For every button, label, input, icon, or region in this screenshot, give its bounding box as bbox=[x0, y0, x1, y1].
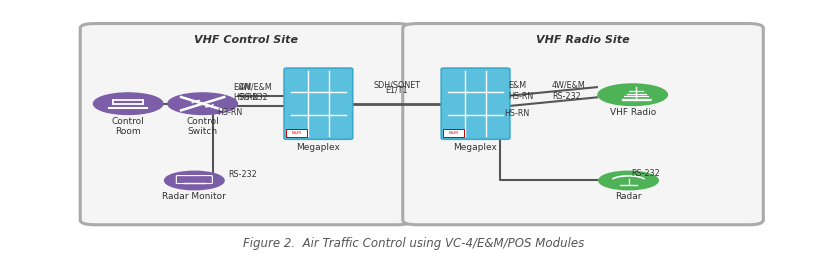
Circle shape bbox=[598, 84, 667, 105]
FancyBboxPatch shape bbox=[80, 24, 412, 225]
Text: RS-232: RS-232 bbox=[552, 92, 581, 101]
Text: HS-RN: HS-RN bbox=[234, 93, 259, 102]
FancyBboxPatch shape bbox=[286, 129, 308, 137]
Text: Control
Switch: Control Switch bbox=[186, 117, 219, 136]
FancyBboxPatch shape bbox=[403, 24, 763, 225]
Text: Radar: Radar bbox=[615, 192, 642, 201]
FancyBboxPatch shape bbox=[442, 68, 509, 139]
FancyBboxPatch shape bbox=[284, 68, 352, 139]
Circle shape bbox=[165, 171, 224, 190]
Text: E&M: E&M bbox=[234, 83, 251, 92]
Text: E&M: E&M bbox=[508, 81, 526, 90]
Text: E&M: E&M bbox=[449, 131, 458, 135]
Text: Radar Monitor: Radar Monitor bbox=[162, 192, 227, 201]
Text: SDH/SONET: SDH/SONET bbox=[374, 80, 420, 89]
Text: RS-232: RS-232 bbox=[228, 170, 257, 179]
Text: Megaplex: Megaplex bbox=[453, 143, 498, 152]
FancyBboxPatch shape bbox=[443, 129, 465, 137]
Text: RS-232: RS-232 bbox=[632, 169, 660, 178]
Text: HS-RN: HS-RN bbox=[508, 92, 533, 101]
Text: VHF Radio Site: VHF Radio Site bbox=[536, 35, 630, 45]
Circle shape bbox=[168, 93, 237, 114]
Text: E&M: E&M bbox=[292, 131, 301, 135]
Text: RS-232: RS-232 bbox=[239, 93, 268, 102]
Circle shape bbox=[93, 93, 163, 114]
Text: VHF Control Site: VHF Control Site bbox=[194, 35, 298, 45]
Text: E1/T1: E1/T1 bbox=[385, 86, 409, 95]
Text: VHF Radio: VHF Radio bbox=[609, 108, 656, 117]
Text: Control
Room: Control Room bbox=[112, 117, 145, 136]
Circle shape bbox=[599, 171, 658, 190]
Text: Megaplex: Megaplex bbox=[296, 143, 341, 152]
Text: Figure 2.  Air Traffic Control using VC-4/E&M/POS Modules: Figure 2. Air Traffic Control using VC-4… bbox=[243, 237, 584, 250]
Text: 4W/E&M: 4W/E&M bbox=[552, 81, 586, 90]
Text: HS-RN: HS-RN bbox=[218, 108, 242, 117]
Text: 4W/E&M: 4W/E&M bbox=[239, 83, 273, 92]
Text: HS-RN: HS-RN bbox=[504, 110, 530, 119]
